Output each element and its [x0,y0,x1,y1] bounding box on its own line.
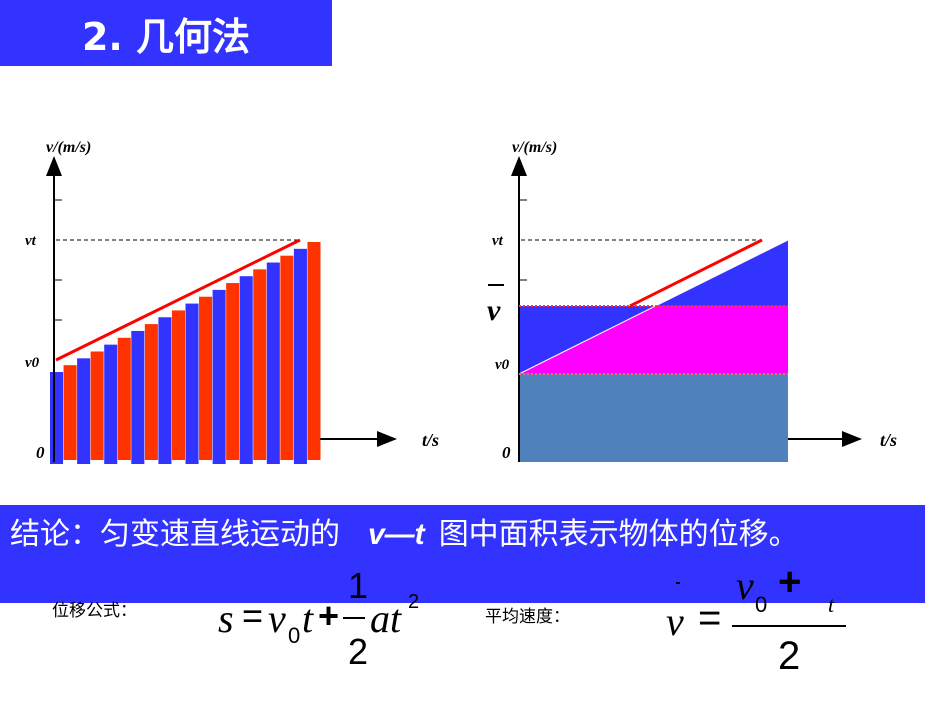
bar [253,269,267,460]
vbar-label: v [487,294,501,327]
velocity-line [55,238,301,362]
x-axis-label: t/s [880,430,897,450]
bar [239,276,253,464]
bar [185,303,199,464]
formula1-label: 位移公式： [52,601,137,621]
velocity-line [629,238,763,308]
origin-label: 0 [502,443,511,462]
bar [266,262,280,464]
v0-label: v0 [495,357,510,373]
conclusion-box: 结论：匀变速直线运动的 v—t 图中面积表示物体的位移。 [0,505,925,603]
diagrams: v/(m/s) vt v0 0 t/s v/(m/s) vt v v0 0 t/… [25,139,897,464]
slide-title: 2. 几何法 [0,0,332,66]
bar [158,317,172,464]
bar [144,324,158,460]
x-axis-label: t/s [422,430,439,450]
bar [171,310,185,460]
bar [131,330,145,464]
origin-label: 0 [36,443,45,462]
bar [117,337,131,460]
bar [199,296,213,460]
displacement-formula: s = v 0 t + 1 2 at 2 [218,565,420,672]
left-chart: v/(m/s) vt v0 0 t/s [25,139,439,464]
v0-label: v0 [25,355,40,371]
bar [212,289,226,464]
conclusion-vt: v—t [368,518,425,551]
y-axis-label: v/(m/s) [512,139,557,156]
vt-label: vt [492,233,504,249]
bar [90,351,104,460]
y-axis-label: v/(m/s) [46,139,91,156]
bar [307,242,321,460]
bar [104,344,118,464]
vt-label: vt [25,233,37,249]
right-chart: v/(m/s) vt v v0 0 t/s [487,139,897,462]
bar [50,372,64,464]
bars [50,242,321,464]
rect-base [519,374,788,462]
bar [293,248,307,464]
bar [77,358,91,464]
formula2-label: 平均速度： [485,607,570,627]
bar [280,255,294,460]
bar [63,365,77,460]
bar [226,283,240,460]
conclusion-suffix: 图中面积表示物体的位移。 [438,517,799,552]
average-velocity-formula: v = v 0 + t 2 [660,560,860,685]
conclusion-prefix: 结论：匀变速直线运动的 [10,517,340,552]
